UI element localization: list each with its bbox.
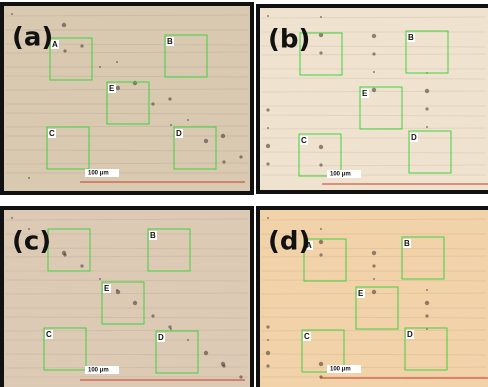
micrograph-panel: B E C D 100 μm (b) <box>258 6 488 192</box>
region-label: B <box>150 231 156 240</box>
particle <box>426 289 428 291</box>
particle <box>319 253 322 256</box>
particle <box>239 155 242 158</box>
particle <box>80 264 83 267</box>
scale-label: 100 μm <box>88 171 109 177</box>
particle <box>266 351 270 355</box>
particle <box>80 44 83 47</box>
region-label: B <box>408 33 414 42</box>
particle <box>11 13 13 15</box>
particle <box>319 240 323 244</box>
region-label: D <box>411 133 417 142</box>
particle <box>116 86 120 90</box>
region-label: D <box>407 330 413 339</box>
particle <box>373 278 375 280</box>
particle <box>267 217 269 219</box>
particle <box>425 107 428 110</box>
particle <box>168 97 171 100</box>
figure: ABECD100 μm(a)BECD100 μm(b)BECD100 μm(c)… <box>0 0 488 387</box>
panel-label: (d) <box>268 227 310 257</box>
particle <box>266 325 269 328</box>
region-label: C <box>49 129 55 138</box>
particle <box>267 15 269 17</box>
particle <box>221 362 225 366</box>
particle <box>99 278 101 280</box>
particle <box>426 126 428 128</box>
particle <box>151 102 154 105</box>
particle <box>28 177 30 179</box>
region-label: D <box>176 129 182 138</box>
panel-label: (a) <box>12 23 53 53</box>
particle <box>372 251 376 255</box>
particle <box>133 81 137 85</box>
particle <box>266 144 270 148</box>
particle <box>116 289 118 291</box>
region-label: C <box>304 332 310 341</box>
region-label: C <box>46 330 52 339</box>
particle <box>372 88 376 92</box>
particle <box>319 51 322 54</box>
particle <box>239 375 242 378</box>
particle <box>187 119 189 121</box>
particle <box>133 301 137 305</box>
particle <box>62 251 66 255</box>
particle <box>187 339 189 341</box>
particle <box>116 61 118 63</box>
region-label: D <box>158 333 164 342</box>
particle <box>373 71 375 73</box>
particle <box>425 89 429 93</box>
region-label: E <box>104 284 110 293</box>
region-label: B <box>167 37 173 46</box>
particle <box>170 124 172 126</box>
scale-label: 100 μm <box>330 172 351 178</box>
region-label: E <box>109 84 115 93</box>
particle <box>62 23 66 27</box>
particle <box>266 108 269 111</box>
particle <box>319 163 322 166</box>
particle <box>63 49 66 52</box>
particle <box>222 160 225 163</box>
particle <box>204 139 208 143</box>
particle <box>267 339 269 341</box>
particle <box>266 364 269 367</box>
region-label: E <box>362 89 368 98</box>
particle <box>319 362 323 366</box>
particle <box>266 162 269 165</box>
particle <box>425 301 429 305</box>
panel-label: (b) <box>268 25 310 55</box>
micrograph-panel: ABECD100 μm(d) <box>258 208 488 387</box>
panel-label: (c) <box>12 227 51 257</box>
scale-label: 100 μm <box>330 367 351 373</box>
particle <box>11 217 13 219</box>
particle <box>320 16 322 18</box>
particle <box>319 145 323 149</box>
particle <box>425 314 428 317</box>
particle <box>320 228 322 230</box>
particle <box>151 314 154 317</box>
region-label: B <box>404 239 410 248</box>
particle <box>99 66 101 68</box>
particle <box>372 52 375 55</box>
region-label: C <box>301 136 307 145</box>
particle <box>221 134 225 138</box>
scale-label: 100 μm <box>88 368 109 374</box>
particle <box>372 264 375 267</box>
particle <box>267 127 269 129</box>
region-label: E <box>358 289 364 298</box>
particle <box>204 351 208 355</box>
particle <box>372 34 376 38</box>
particle <box>168 325 171 328</box>
micrograph-panel: B E C D 100 μm (c) <box>2 208 252 387</box>
particle <box>372 290 376 294</box>
